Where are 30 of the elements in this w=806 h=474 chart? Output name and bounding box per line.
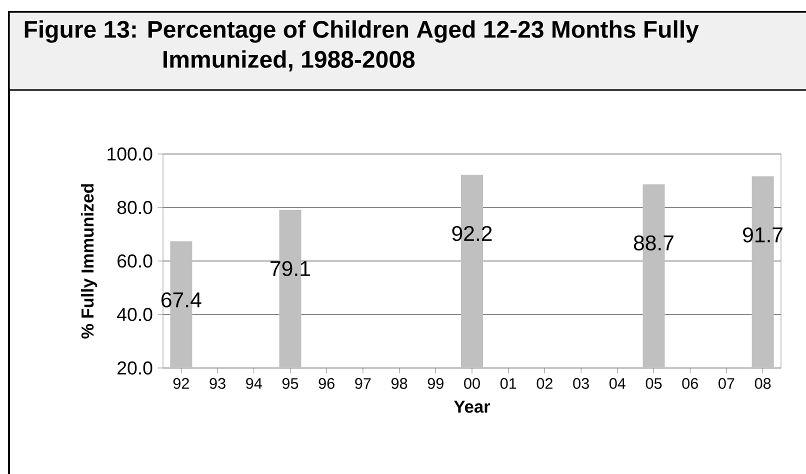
x-tick-label: 03 [573,378,589,389]
y-axis-title: % Fully Immunized [80,184,98,339]
x-tick-label: 95 [282,378,298,389]
x-tick-label: 00 [464,378,480,389]
y-tick-label: 80.0 [117,200,152,214]
x-tick-label: 07 [718,378,734,389]
data-label: 91.7 [743,227,783,242]
y-tick-label: 40.0 [117,308,152,322]
x-tick-label: 97 [355,378,371,389]
x-tick-label: 93 [210,378,226,389]
x-tick-label: 99 [428,378,444,389]
y-tick-label: 100.0 [108,147,152,161]
x-tick-label: 01 [500,378,516,389]
x-tick-label: 94 [246,378,262,389]
x-axis-title: Year [454,400,490,413]
x-tick-label: 04 [609,378,626,389]
data-label: 88.7 [634,235,674,250]
data-label: 92.2 [452,226,492,242]
x-tick-label: 06 [682,378,698,389]
x-tick-label: 08 [754,378,771,389]
y-tick-label: 20.0 [118,361,152,375]
x-tick-label: 92 [173,378,189,389]
x-tick-label: 02 [536,378,552,389]
x-tick-label: 98 [391,378,408,389]
y-tick-label: 60.0 [118,254,152,268]
data-label: 79.1 [270,261,310,276]
x-tick-label: 05 [646,378,662,389]
chart-title: Figure 13: Percentage of Children Aged 12-23 Months Fully Immunized, 1988-2008 [24,20,699,72]
data-label: 67.4 [162,292,202,308]
x-tick-label: 96 [318,378,334,389]
